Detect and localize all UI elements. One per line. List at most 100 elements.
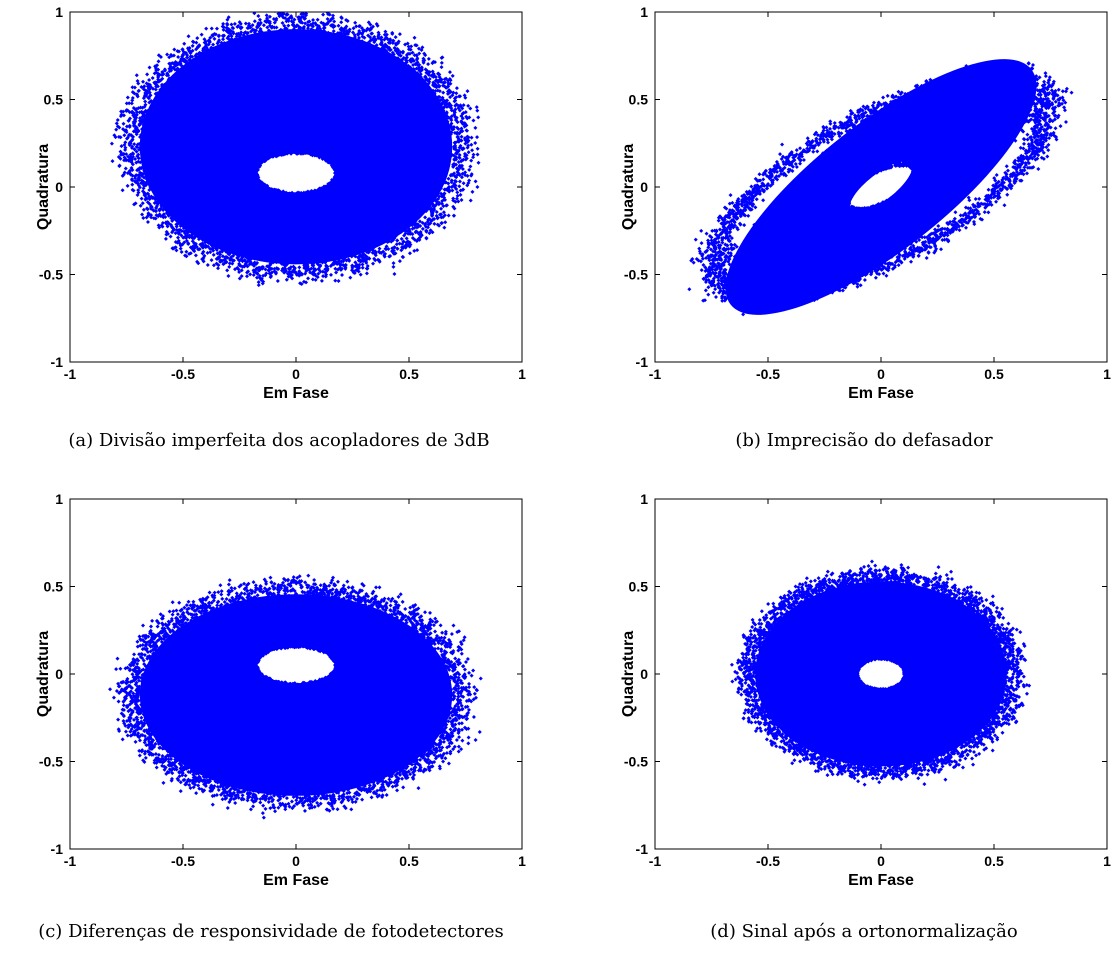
data-point xyxy=(772,282,777,287)
data-point xyxy=(425,198,430,203)
data-point xyxy=(432,195,437,200)
data-point xyxy=(326,19,331,24)
data-point xyxy=(402,233,407,238)
data-point xyxy=(833,270,838,275)
data-point xyxy=(337,155,342,160)
data-point xyxy=(163,197,168,202)
data-point xyxy=(706,270,711,275)
data-point xyxy=(204,43,209,48)
data-point xyxy=(169,76,174,81)
data-point xyxy=(437,72,442,77)
data-point xyxy=(160,191,165,196)
data-point xyxy=(167,94,172,99)
data-point xyxy=(235,252,240,257)
data-point xyxy=(790,295,795,300)
data-point xyxy=(307,30,312,35)
data-point xyxy=(214,247,219,252)
data-point xyxy=(736,208,741,213)
data-point xyxy=(311,148,316,153)
data-point xyxy=(734,299,739,304)
data-point xyxy=(420,226,425,231)
data-point xyxy=(779,296,784,301)
data-point xyxy=(360,262,365,267)
data-point xyxy=(392,245,397,250)
data-point xyxy=(156,75,161,80)
data-point xyxy=(1041,150,1046,155)
data-point xyxy=(294,24,299,29)
data-point xyxy=(340,167,345,172)
data-point xyxy=(409,44,414,49)
data-point xyxy=(257,178,262,183)
data-point xyxy=(1038,137,1043,142)
data-point xyxy=(354,24,359,29)
data-point xyxy=(147,110,152,115)
data-point xyxy=(802,290,807,295)
data-point xyxy=(151,104,156,109)
data-point xyxy=(169,222,174,227)
data-point xyxy=(1031,165,1036,170)
data-point xyxy=(286,266,291,271)
data-point xyxy=(440,138,445,143)
data-point xyxy=(252,184,257,189)
data-point xyxy=(334,255,339,260)
data-point xyxy=(407,251,412,256)
data-point xyxy=(437,102,442,107)
data-point xyxy=(446,153,451,158)
data-point xyxy=(881,271,886,276)
data-point xyxy=(122,133,127,138)
data-point xyxy=(1028,107,1033,112)
data-point xyxy=(132,91,137,96)
data-point xyxy=(184,249,189,254)
data-point xyxy=(367,256,372,261)
data-point xyxy=(862,259,867,264)
data-point xyxy=(435,216,440,221)
data-point xyxy=(150,157,155,162)
data-point xyxy=(397,52,402,57)
data-point xyxy=(153,140,158,145)
data-point xyxy=(149,98,154,103)
data-point xyxy=(242,264,247,269)
data-point xyxy=(924,85,929,90)
data-point xyxy=(156,223,161,228)
data-point xyxy=(332,260,337,265)
data-point xyxy=(269,249,274,254)
data-point xyxy=(250,23,255,28)
data-point xyxy=(811,149,816,154)
data-point xyxy=(858,268,863,273)
data-point xyxy=(254,179,259,184)
data-point xyxy=(329,272,334,277)
data-point xyxy=(404,58,409,63)
data-point xyxy=(242,169,247,174)
data-point xyxy=(729,236,734,241)
data-point xyxy=(820,151,825,156)
data-point xyxy=(948,86,953,91)
data-point xyxy=(183,235,188,240)
data-point xyxy=(292,150,297,155)
data-point xyxy=(792,158,797,163)
data-point xyxy=(778,287,783,292)
data-point xyxy=(137,185,142,190)
data-point xyxy=(476,160,481,165)
data-point xyxy=(973,197,978,202)
data-point xyxy=(457,137,462,142)
data-point xyxy=(1055,93,1060,98)
data-point xyxy=(403,73,408,78)
data-point xyxy=(337,266,342,271)
data-point xyxy=(739,212,744,217)
data-point xyxy=(123,145,128,150)
data-point xyxy=(383,251,388,256)
data-point xyxy=(329,43,334,48)
data-point xyxy=(312,189,317,194)
data-point xyxy=(940,237,945,242)
data-point xyxy=(454,157,459,162)
data-point xyxy=(848,127,853,132)
data-point xyxy=(170,206,175,211)
data-point xyxy=(452,130,457,135)
data-point xyxy=(746,213,751,218)
data-point xyxy=(301,279,306,284)
data-point xyxy=(877,272,882,277)
data-point xyxy=(910,249,915,254)
data-point xyxy=(836,281,841,286)
data-point xyxy=(178,223,183,228)
data-point xyxy=(909,98,914,103)
